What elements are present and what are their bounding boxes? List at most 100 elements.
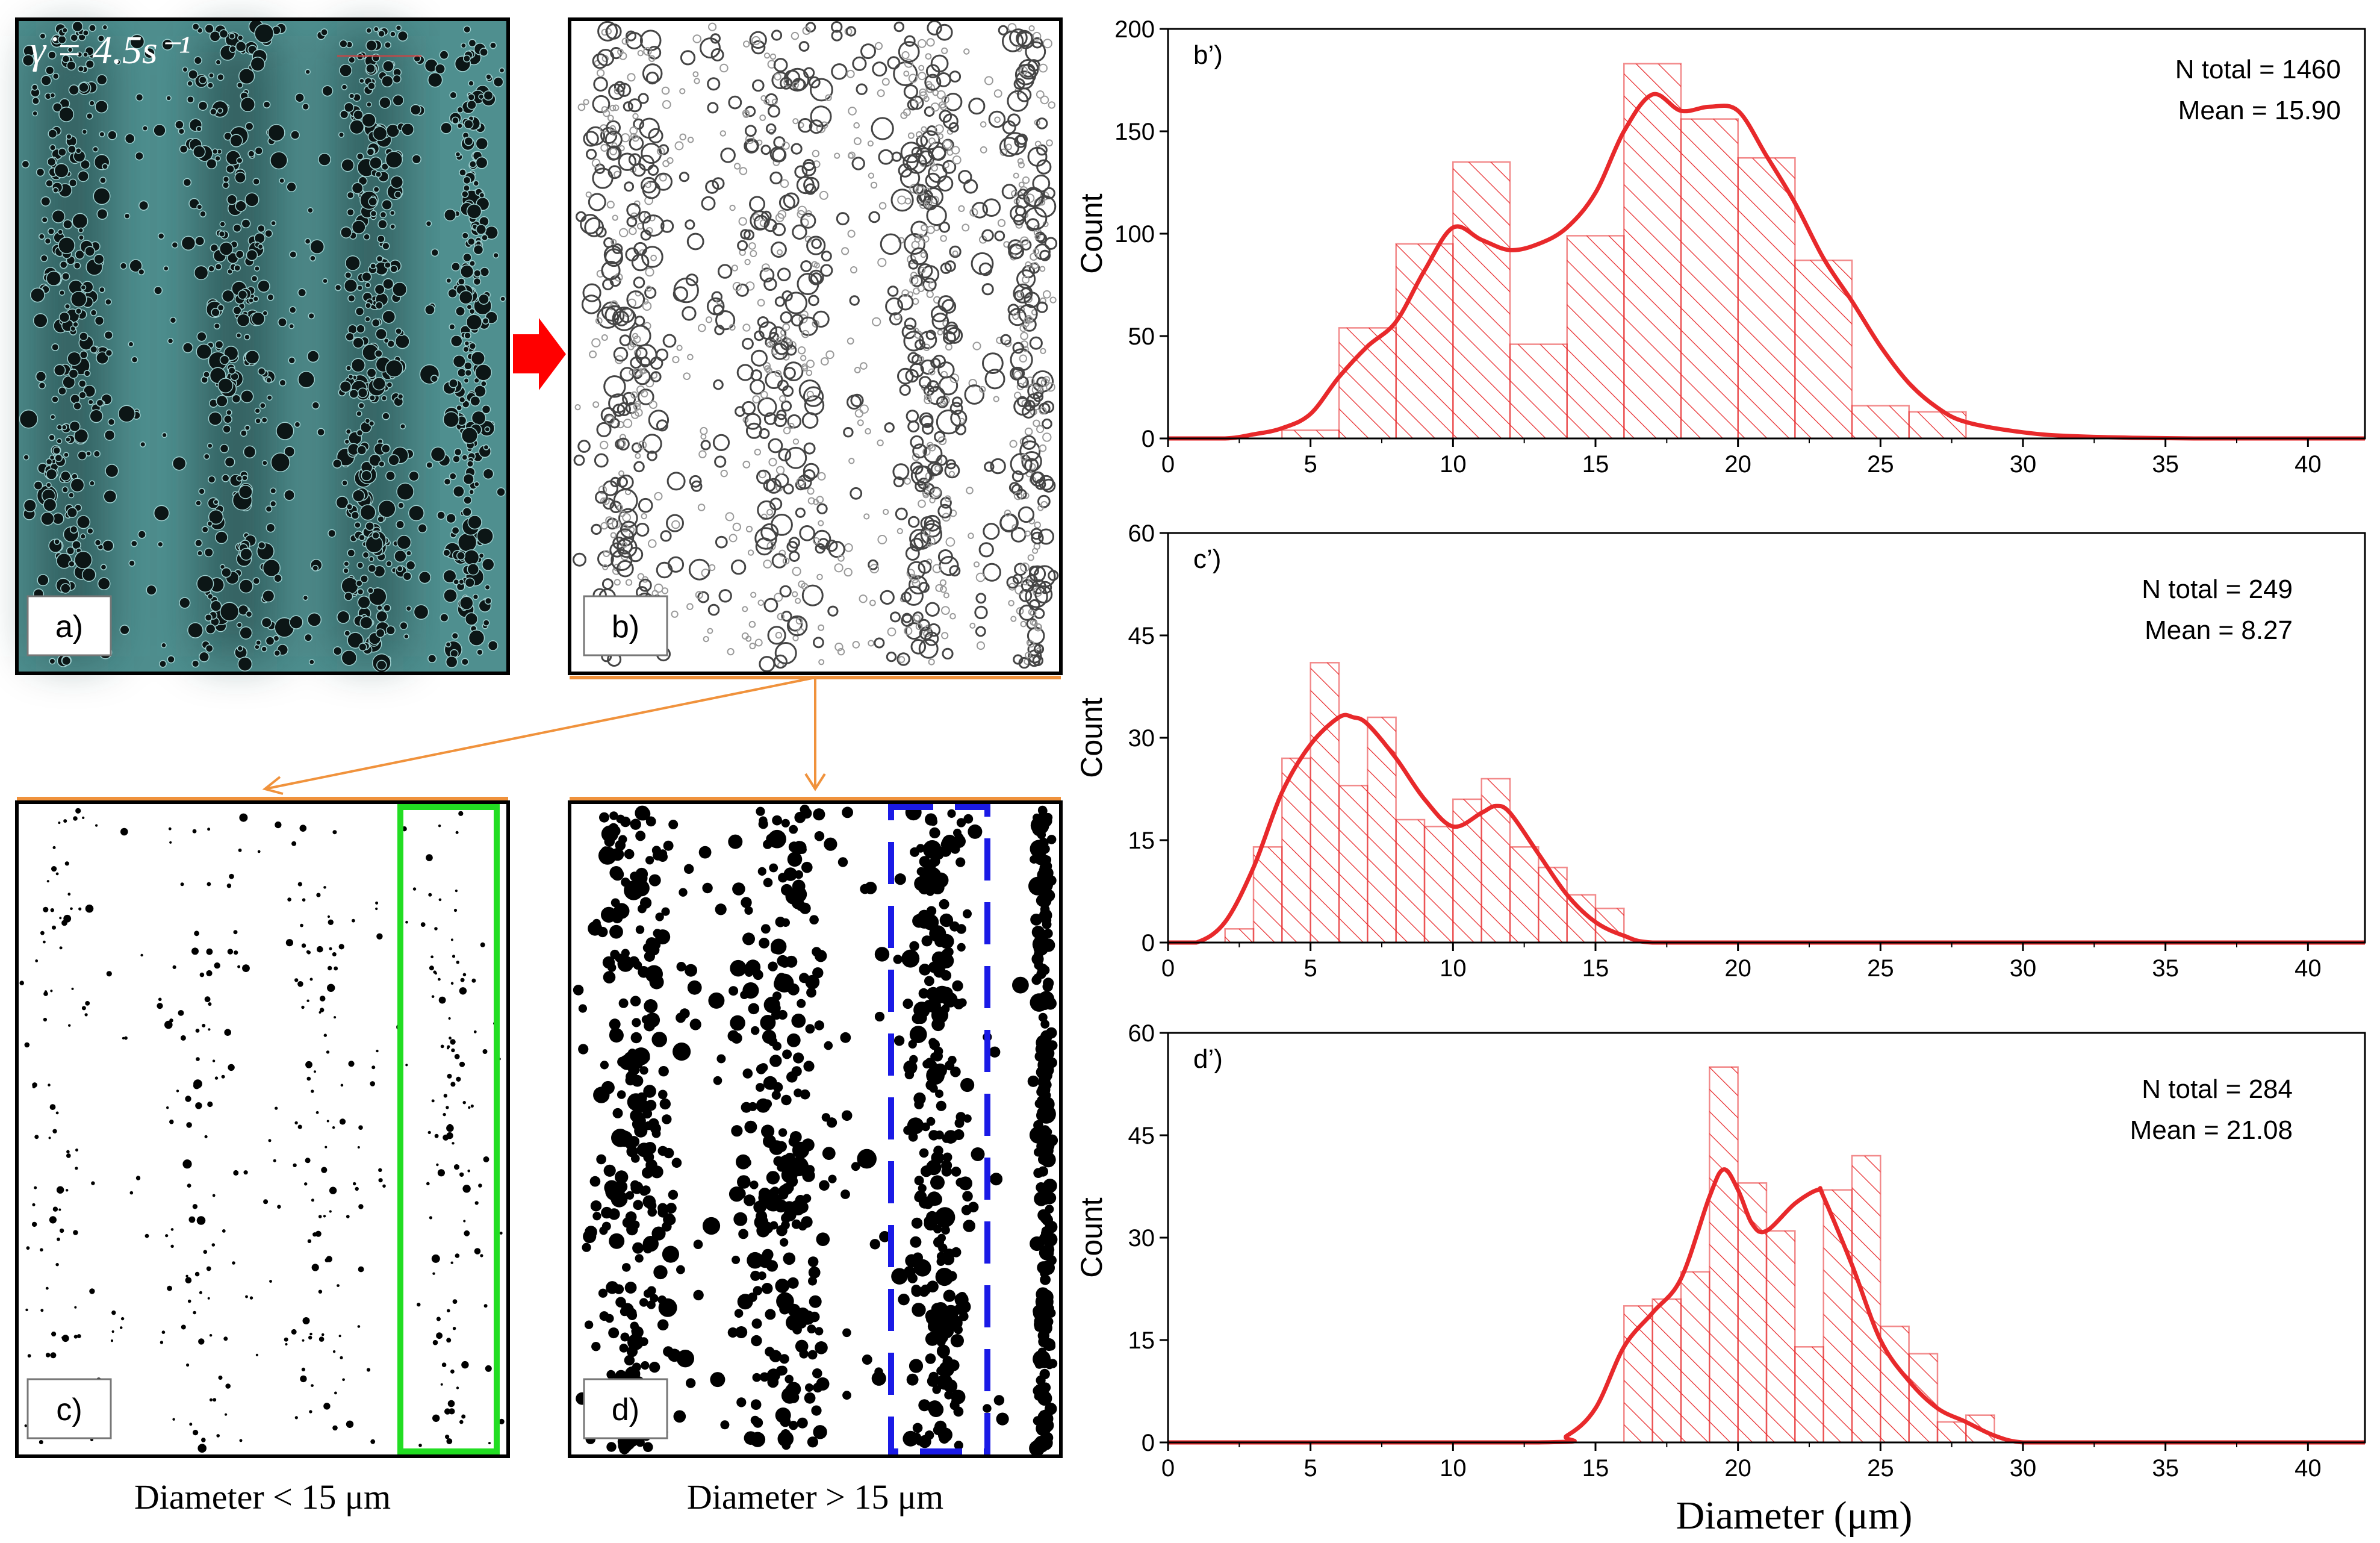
droplet [456,961,459,964]
droplet [1040,844,1050,854]
droplet [583,1229,597,1244]
droplet [925,813,937,826]
droplet [749,31,767,49]
droplet [58,821,61,824]
droplet [172,456,187,471]
droplet [57,229,64,235]
droplet [326,1050,330,1054]
droplet [638,211,651,224]
droplet [864,882,877,894]
droplet [801,329,810,338]
droplet [1021,454,1028,461]
droplet [941,1004,950,1014]
droplet [918,560,932,574]
x-tick-label: 35 [2152,451,2179,478]
droplet [449,378,458,388]
droplet [24,1424,27,1427]
droplet [626,216,638,228]
droplet [323,1403,331,1410]
droplet [262,559,281,578]
droplet [631,411,639,419]
droplet [849,295,860,306]
droplet [736,1397,747,1407]
droplet [99,131,105,137]
droplet [1044,237,1058,250]
droplet [939,579,947,587]
droplet [179,597,191,609]
droplet [611,1129,630,1147]
x-tick-label: 15 [1582,451,1609,478]
droplet [267,123,285,142]
droplet [1009,440,1018,448]
droplet [761,1221,774,1234]
droplet [915,466,933,484]
droplet [129,259,143,273]
droplet [919,964,931,976]
droplet [169,316,177,324]
droplet [61,424,67,431]
droplet [800,213,816,229]
panel-a: γ̇ = 4.5s⁻¹ a) [15,17,510,675]
droplet [181,235,196,251]
droplet [918,263,933,279]
droplet [801,365,809,372]
droplet [842,806,853,818]
droplet [771,944,781,954]
droplet [346,191,355,199]
droplet [983,1404,992,1413]
droplet [994,116,1001,123]
droplet [258,541,266,550]
droplet [969,622,976,629]
droplet [745,525,753,533]
droplet [322,278,328,284]
droplet [792,1141,810,1159]
droplet [185,1277,192,1283]
droplet [473,180,480,187]
droplet [222,1229,226,1233]
droplet [1013,491,1023,500]
droplet [771,1090,781,1100]
droplet [31,84,39,91]
droplet [950,1334,964,1348]
droplet [77,450,87,461]
droplet [719,63,729,73]
droplet [713,379,724,390]
droplet [624,1366,641,1382]
droplet [89,100,95,107]
droplet [385,560,393,567]
droplet [971,202,988,219]
droplet [344,255,361,271]
droplet [460,977,465,982]
y-tick-label: 50 [1128,323,1155,350]
droplet [643,47,652,56]
droplet [473,1030,477,1033]
droplet [642,301,652,311]
droplet [583,99,589,105]
droplet [1020,563,1030,572]
droplet [392,282,408,298]
droplet [49,1216,57,1224]
droplet [473,244,484,255]
droplet [898,1294,910,1306]
droplet [89,409,104,423]
droplet [879,1231,890,1242]
droplet [778,1189,789,1200]
droplet [307,207,314,214]
droplet [926,386,946,405]
droplet [357,387,368,398]
droplet [459,987,467,995]
droplet [438,898,442,902]
droplet [630,818,641,830]
droplet [85,113,93,120]
droplet [1037,852,1046,862]
droplet [608,83,625,101]
droplet [772,159,780,166]
droplet [774,73,781,81]
droplet [790,886,807,903]
droplet [841,247,850,255]
droplet [401,122,415,136]
droplet [668,1189,679,1200]
droplet [376,605,383,611]
droplet [610,949,620,959]
droplet [245,611,253,618]
